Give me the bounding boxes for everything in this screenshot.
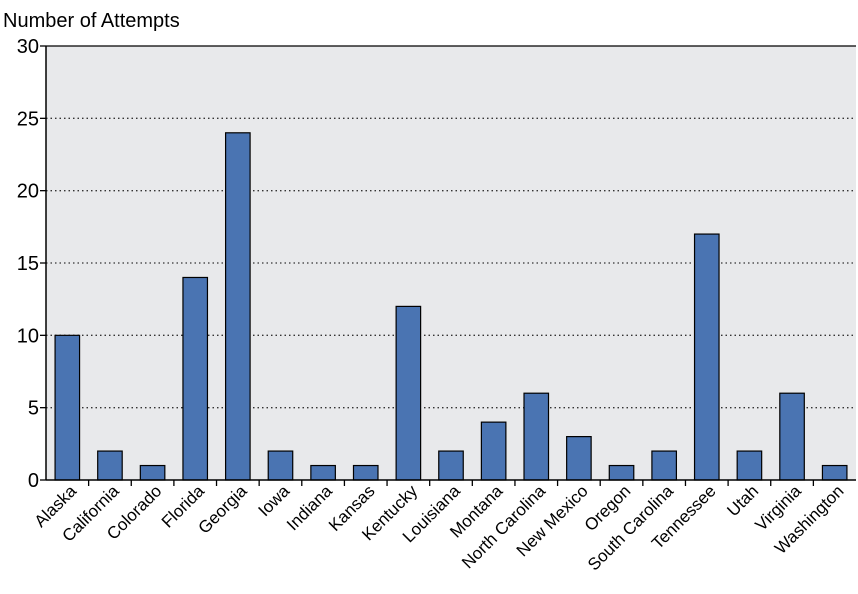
bars bbox=[54, 132, 848, 481]
bar-indiana bbox=[310, 464, 336, 481]
gridlines bbox=[46, 117, 856, 409]
y-tick-label: 10 bbox=[17, 325, 39, 347]
axes bbox=[40, 45, 856, 486]
y-tick-labels: 0 5 10 15 20 25 30 bbox=[17, 36, 39, 492]
x-tick-label: Indiana bbox=[283, 481, 336, 534]
bar-washington bbox=[821, 464, 848, 481]
bar-kentucky bbox=[395, 305, 422, 481]
bar-montana bbox=[480, 421, 507, 481]
bar-kansas bbox=[352, 464, 379, 481]
y-tick-label: 30 bbox=[17, 36, 39, 58]
y-tick-label: 15 bbox=[17, 253, 39, 275]
bar-tennessee bbox=[693, 233, 720, 481]
y-axis-label: Number of Attempts bbox=[3, 10, 180, 32]
y-tick-label: 25 bbox=[17, 108, 39, 130]
y-tick-label: 20 bbox=[17, 181, 39, 203]
bar-virginia bbox=[779, 392, 805, 481]
bar-iowa bbox=[267, 450, 294, 481]
bar-colorado bbox=[139, 464, 166, 481]
x-tick-label: Iowa bbox=[254, 481, 293, 520]
bar-utah bbox=[736, 450, 763, 481]
bar-south-carolina bbox=[651, 450, 678, 481]
bar-florida bbox=[182, 276, 209, 481]
bar-north-carolina bbox=[523, 392, 550, 481]
x-tick-label: Utah bbox=[723, 481, 762, 520]
bar-georgia bbox=[224, 132, 251, 481]
bar-new-mexico bbox=[566, 436, 592, 481]
bar-oregon bbox=[608, 464, 635, 481]
bar-louisiana bbox=[438, 450, 464, 481]
x-tick-label: Georgia bbox=[194, 481, 251, 538]
bar-california bbox=[97, 450, 123, 481]
bar-alaska bbox=[54, 334, 81, 481]
y-tick-label: 5 bbox=[28, 398, 39, 420]
y-tick-label: 0 bbox=[28, 470, 39, 492]
